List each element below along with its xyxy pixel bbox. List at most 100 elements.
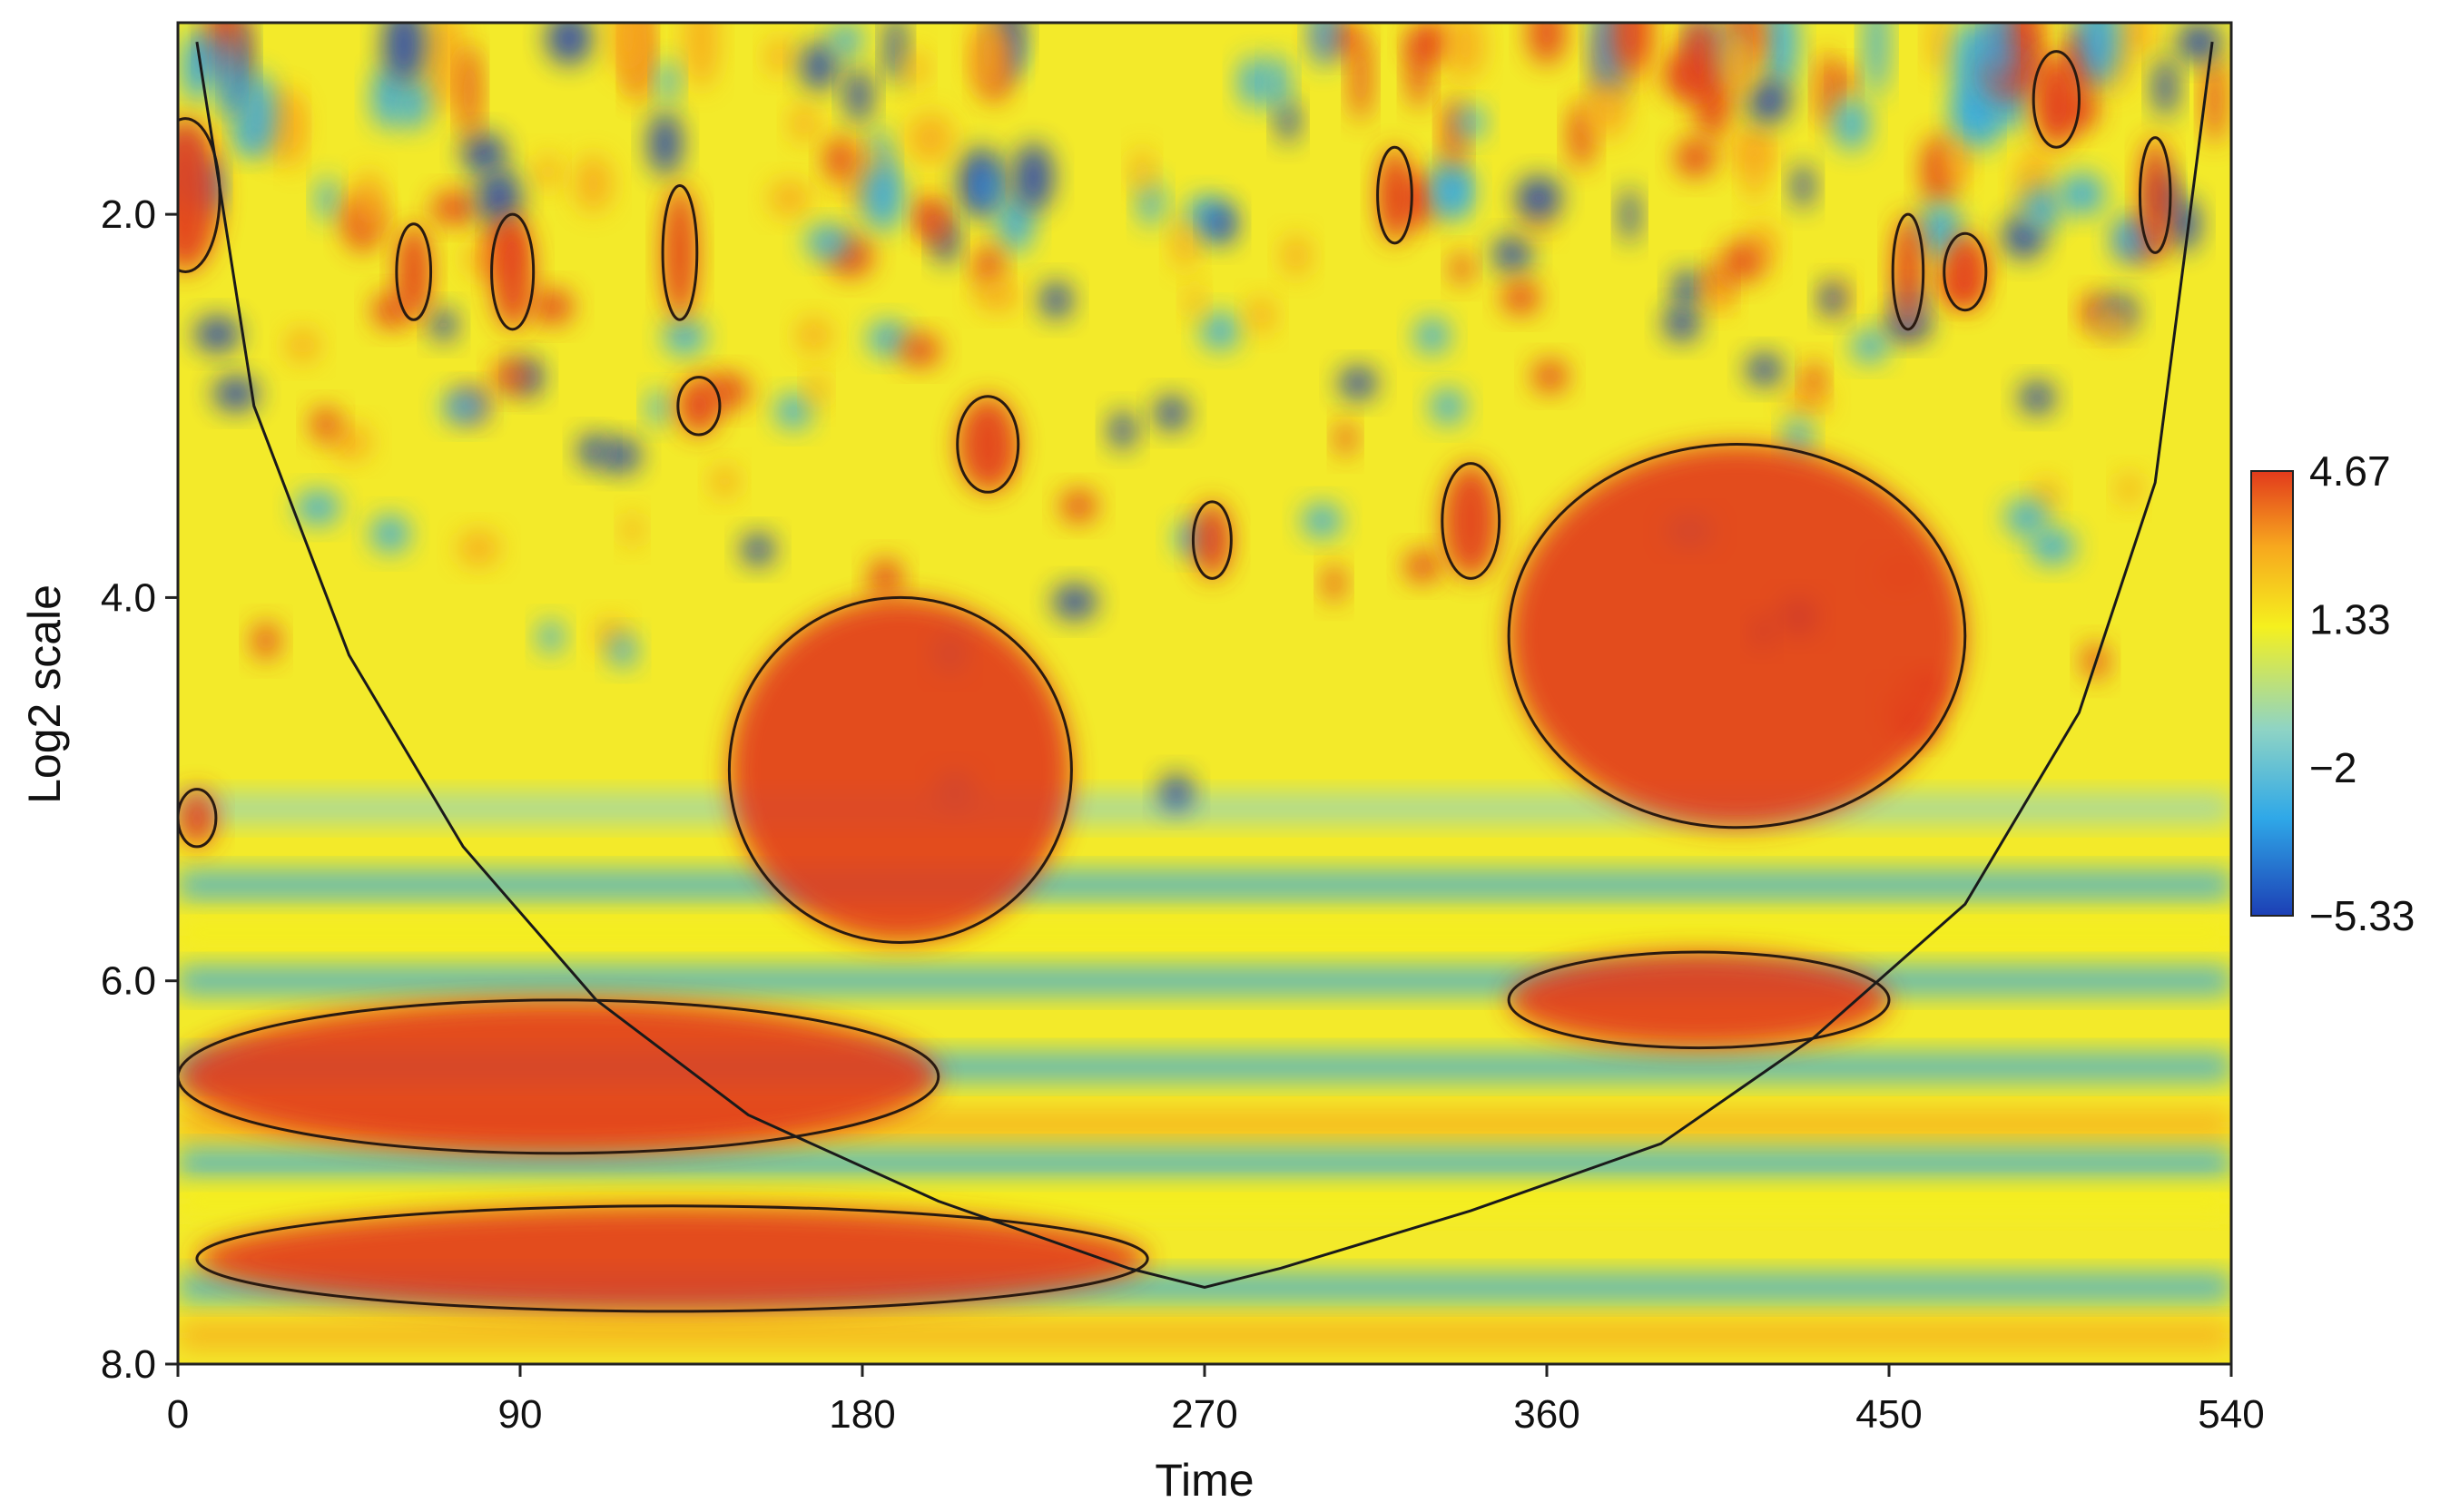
x-tick-label: 180 — [829, 1392, 895, 1437]
colorbar: 4.67 1.33 −2 −5.33 — [2250, 447, 2415, 939]
colorbar-gradient — [2250, 470, 2294, 917]
heatmap-field — [178, 23, 2231, 1350]
heatmap-cell — [1851, 329, 1888, 363]
heatmap-cell — [330, 423, 372, 461]
heatmap-cell — [663, 319, 706, 355]
high-power-region — [1441, 463, 1500, 579]
heatmap-cell — [1704, 280, 1734, 315]
heatmap-cell — [1282, 234, 1311, 278]
significance-contour — [956, 395, 1020, 494]
heatmap-cell — [460, 44, 480, 142]
heatmap-cell — [623, 512, 642, 548]
heatmap-cell — [421, 23, 465, 115]
heatmap-cell — [1675, 138, 1716, 178]
heatmap-cell — [1746, 77, 1791, 124]
heatmap-cell — [212, 376, 259, 412]
significance-contour — [2138, 136, 2172, 254]
heatmap-cell — [796, 317, 831, 354]
heatmap-cell — [608, 633, 637, 668]
high-power-region — [178, 118, 221, 272]
high-power-region — [957, 396, 1018, 493]
significance-contours — [178, 50, 2172, 1313]
heatmap-cell — [684, 23, 718, 90]
heatmap-cell — [998, 194, 1034, 253]
significance-contour — [1891, 212, 1925, 331]
y-tick-label: 8.0 — [101, 1342, 156, 1387]
heatmap-cell — [1430, 388, 1466, 425]
heatmap-cell — [371, 66, 405, 130]
heatmap-cell — [867, 320, 909, 357]
heatmap-cell — [801, 41, 838, 92]
heatmap-cell — [1619, 186, 1639, 244]
heatmap-band — [178, 793, 2231, 823]
heatmap-cell — [845, 67, 872, 123]
significance-contour — [2032, 50, 2081, 149]
heatmap-cell — [1131, 147, 1153, 194]
heatmap-cell — [2169, 196, 2200, 252]
heatmap-cell — [1927, 23, 1948, 75]
heatmap-cell — [1185, 284, 1205, 318]
heatmap-cell — [899, 333, 941, 368]
heatmap-cell — [458, 530, 500, 567]
heatmap-cell — [768, 180, 811, 217]
heatmap-cell — [969, 23, 1007, 94]
heatmap-cell — [295, 490, 340, 525]
y-axis: 2.0 4.0 6.0 8.0 — [101, 192, 178, 1387]
heatmap-cell — [2029, 528, 2076, 565]
heatmap-cell — [1515, 175, 1562, 221]
heatmap-cell — [370, 515, 410, 554]
heatmap-cell — [2019, 380, 2055, 415]
high-power-region — [491, 214, 534, 329]
heatmap-cell — [1610, 23, 1651, 73]
heatmap-cell — [1528, 23, 1566, 64]
heatmap-cell — [806, 369, 827, 408]
heatmap-cell — [1159, 773, 1194, 811]
heatmap-cell — [868, 558, 903, 597]
heatmap-band — [178, 918, 2231, 947]
high-power-region — [1377, 147, 1412, 243]
heatmap-cell — [1865, 23, 1888, 97]
heatmap-cell — [2022, 186, 2060, 231]
heatmap-cell — [766, 36, 794, 76]
heatmap-cell — [2117, 471, 2141, 506]
heatmap-cell — [1951, 23, 1995, 120]
x-tick-label: 270 — [1171, 1392, 1237, 1437]
plot-area — [176, 21, 2233, 1366]
heatmap-cell — [1404, 549, 1441, 584]
high-power-region — [178, 789, 216, 847]
heatmap-cell — [804, 224, 851, 260]
heatmap-cell — [194, 316, 241, 353]
heatmap-cell — [657, 60, 679, 103]
heatmap-cell — [974, 244, 1003, 289]
high-power-region — [2140, 137, 2170, 253]
heatmap-cell — [974, 279, 1021, 312]
x-axis-title: Time — [1155, 1455, 1254, 1506]
heatmap-cell — [1679, 23, 1719, 99]
significance-contour — [1191, 500, 1233, 580]
heatmap-band — [178, 870, 2231, 900]
significance-contour — [661, 183, 699, 321]
heatmap-cell — [574, 154, 613, 212]
heatmap-cell — [1792, 163, 1815, 209]
heatmap-cell — [1491, 235, 1533, 272]
high-power-region — [677, 377, 720, 435]
x-tick-label: 0 — [167, 1392, 189, 1437]
heatmap-cell — [316, 176, 339, 222]
heatmap-cell — [1108, 410, 1136, 450]
high-power-region — [196, 1205, 1148, 1311]
heatmap-cell — [1672, 269, 1703, 309]
heatmap-cell — [741, 533, 775, 566]
heatmap-cell — [1992, 88, 2024, 132]
x-tick-label: 90 — [498, 1392, 543, 1437]
heatmap-cell — [2004, 498, 2049, 536]
heatmap-cell — [1456, 105, 1486, 139]
heatmap-cell — [1446, 23, 1485, 81]
heatmap-band — [178, 1321, 2231, 1350]
heatmap-cell — [647, 389, 669, 426]
heatmap-cell — [1302, 503, 1343, 538]
significance-contour — [1376, 145, 1413, 245]
heatmap-cell — [1833, 97, 1870, 151]
significance-contour — [1507, 443, 1967, 830]
heatmap-cell — [536, 152, 560, 191]
significance-contour — [1441, 462, 1501, 580]
